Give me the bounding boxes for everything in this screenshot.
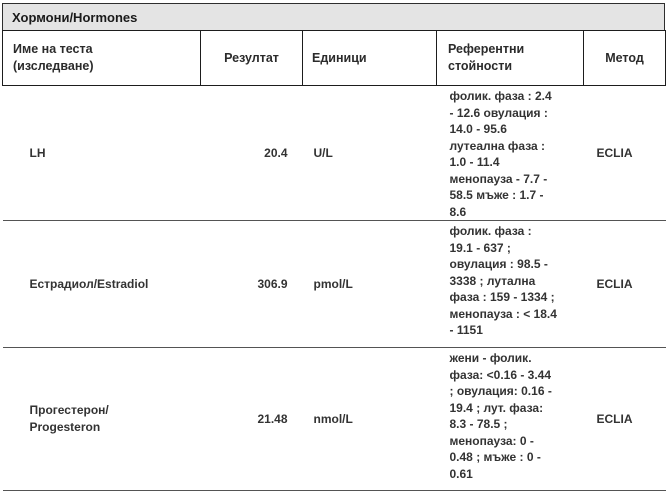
cell-method: ECLIA — [583, 85, 666, 221]
cell-test-name: LH — [2, 85, 201, 221]
table-row: Прогестерон/ Progesteron 21.48 nmol/L же… — [2, 347, 666, 491]
cell-units: pmol/L — [302, 220, 437, 348]
col-header-result: Резултат — [200, 30, 303, 86]
cell-method: ECLIA — [583, 220, 666, 348]
lab-report-table: Хормони/Hormones Име на теста (изследван… — [2, 3, 666, 491]
results-table: Име на теста (изследване) Резултат Едини… — [2, 30, 666, 491]
col-header-test-name: Име на теста (изследване) — [2, 30, 201, 86]
cell-reference-values: фолик. фаза : 19.1 - 637 ; овулация : 98… — [436, 220, 584, 348]
table-row: LH 20.4 U/L фолик. фаза : 2.4 - 12.6 ову… — [2, 85, 666, 221]
cell-result: 306.9 — [200, 220, 303, 348]
col-header-units: Единици — [302, 30, 437, 86]
cell-reference-values: фолик. фаза : 2.4 - 12.6 овулация : 14.0… — [436, 85, 584, 221]
cell-test-name: Естрадиол/Estradiol — [2, 220, 201, 348]
cell-units: nmol/L — [302, 347, 437, 491]
cell-result: 21.48 — [200, 347, 303, 491]
cell-method: ECLIA — [583, 347, 666, 491]
table-header-row: Име на теста (изследване) Резултат Едини… — [2, 30, 666, 86]
section-title: Хормони/Hormones — [12, 9, 138, 25]
cell-result: 20.4 — [200, 85, 303, 221]
cell-test-name: Прогестерон/ Progesteron — [2, 347, 201, 491]
col-header-method: Метод — [583, 30, 666, 86]
section-header-hormones: Хормони/Hormones — [2, 3, 665, 30]
cell-reference-values: жени - фолик. фаза: <0.16 - 3.44 ; овула… — [436, 347, 584, 491]
cell-units: U/L — [302, 85, 437, 221]
table-row: Естрадиол/Estradiol 306.9 pmol/L фолик. … — [2, 220, 666, 348]
col-header-reference-values: Референтни стойности — [436, 30, 584, 86]
